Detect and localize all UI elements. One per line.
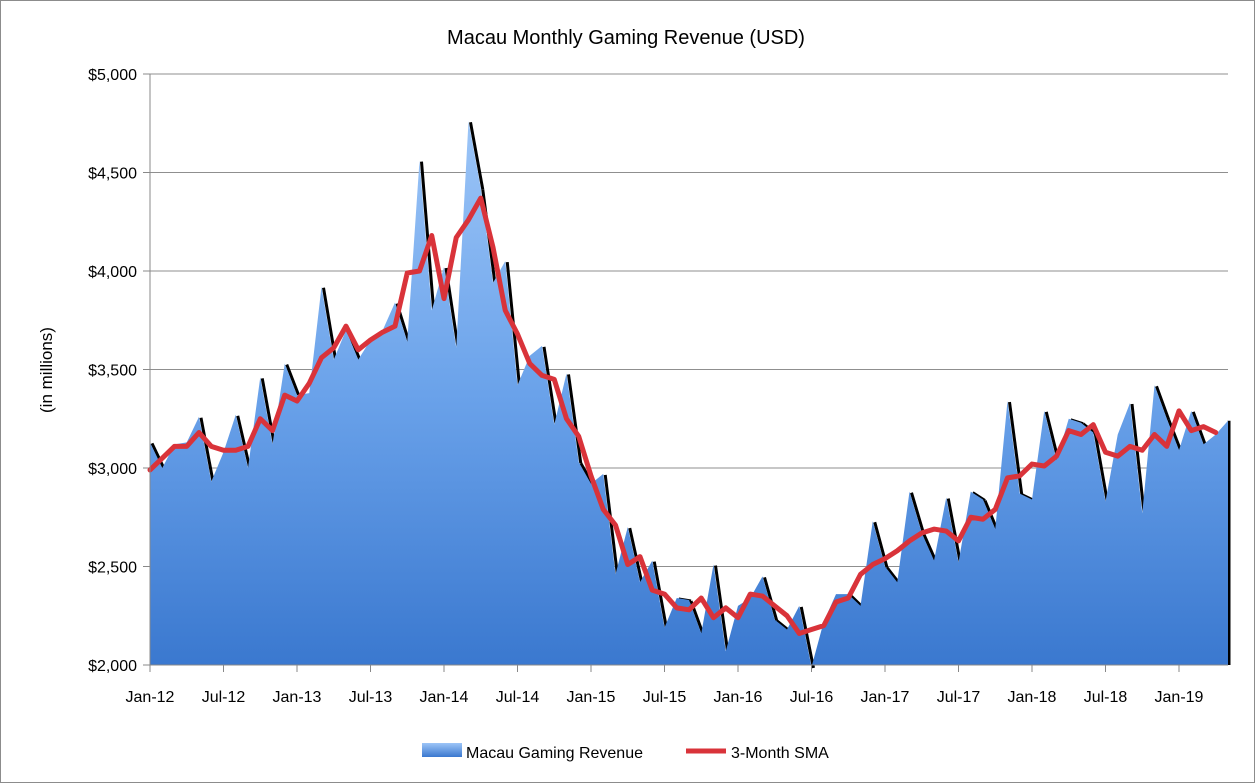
area-shadow-segment <box>885 566 901 585</box>
chart-title: Macau Monthly Gaming Revenue (USD) <box>447 27 805 49</box>
y-axis-ticks: $2,000 $2,500 $3,000 $3,500 $4,000 $4,500 $5,0… <box>88 67 150 675</box>
legend-swatch-revenue <box>422 743 462 757</box>
area-shadow-segment <box>1008 401 1024 495</box>
legend-label-revenue: Macau Gaming Revenue <box>466 745 643 762</box>
series-line-sma <box>147 195 1219 636</box>
area-shadow-segment <box>849 594 864 608</box>
x-tick-label: Jan-12 <box>126 689 175 706</box>
area-shadow-segment <box>1130 403 1146 515</box>
legend: Macau Gaming Revenue 3-Month SMA <box>422 743 829 762</box>
area-shadow-segment <box>946 498 962 564</box>
area-shadow-segment <box>420 161 436 312</box>
area-shadow-segment <box>236 415 252 470</box>
y-tick-label: $5,000 <box>88 67 137 84</box>
y-tick-label: $3,500 <box>88 363 137 380</box>
area-shadow-segment <box>922 533 938 563</box>
area-shadow-segment <box>260 378 276 446</box>
x-tick-label: Jul-15 <box>643 689 687 706</box>
x-tick-label: Jan-19 <box>1155 689 1204 706</box>
legend-item-revenue: Macau Gaming Revenue <box>422 743 643 762</box>
area-shadow-segment <box>285 364 301 397</box>
x-tick-label: Jan-13 <box>273 689 322 706</box>
y-tick-label: $3,000 <box>88 461 137 478</box>
y-tick-label: $2,000 <box>88 658 137 675</box>
x-tick-label: Jan-16 <box>714 689 763 706</box>
x-axis-ticks: Jan-12 Jul-12 Jan-13 Jul-13 Jan-14 Jul-14 Jan-… <box>126 665 1204 706</box>
area-shadow-segment <box>1093 433 1109 503</box>
area-shadow-segment <box>628 527 644 584</box>
y-tick-label: $4,000 <box>88 264 137 281</box>
area-shadow-segment <box>199 417 215 484</box>
x-tick-label: Jul-18 <box>1084 689 1128 706</box>
x-tick-label: Jul-16 <box>790 689 834 706</box>
x-tick-label: Jul-14 <box>496 689 540 706</box>
x-tick-label: Jul-13 <box>349 689 393 706</box>
x-tick-label: Jan-18 <box>1008 689 1057 706</box>
area-shadow-segment <box>971 491 986 502</box>
area-shadow-segment <box>763 576 779 622</box>
x-tick-label: Jan-15 <box>567 689 616 706</box>
area-shadow-segment <box>775 619 790 632</box>
legend-item-sma: 3-Month SMA <box>686 745 829 762</box>
y-tick-label: $4,500 <box>88 166 137 183</box>
y-tick-label: $2,500 <box>88 560 137 577</box>
area-shadow-segment <box>910 492 926 535</box>
x-tick-label: Jul-17 <box>937 689 981 706</box>
x-tick-label: Jan-17 <box>861 689 910 706</box>
x-tick-label: Jul-12 <box>202 689 246 706</box>
y-axis-label: (in millions) <box>37 327 56 413</box>
series-area-revenue <box>150 121 1228 667</box>
area-shadow-segment <box>542 346 558 426</box>
area-shadow-segment <box>567 374 583 464</box>
area-shadow-segment <box>150 442 166 470</box>
area-shadow-segment <box>603 474 619 576</box>
legend-label-sma: 3-Month SMA <box>731 745 829 762</box>
area-shadow-segment <box>799 606 815 669</box>
plot-area <box>147 74 1231 669</box>
area-shadow-segment <box>469 122 485 190</box>
area-shadow-segment <box>1167 419 1183 452</box>
x-tick-label: Jan-14 <box>420 689 469 706</box>
area-shadow-segment <box>1155 385 1171 421</box>
